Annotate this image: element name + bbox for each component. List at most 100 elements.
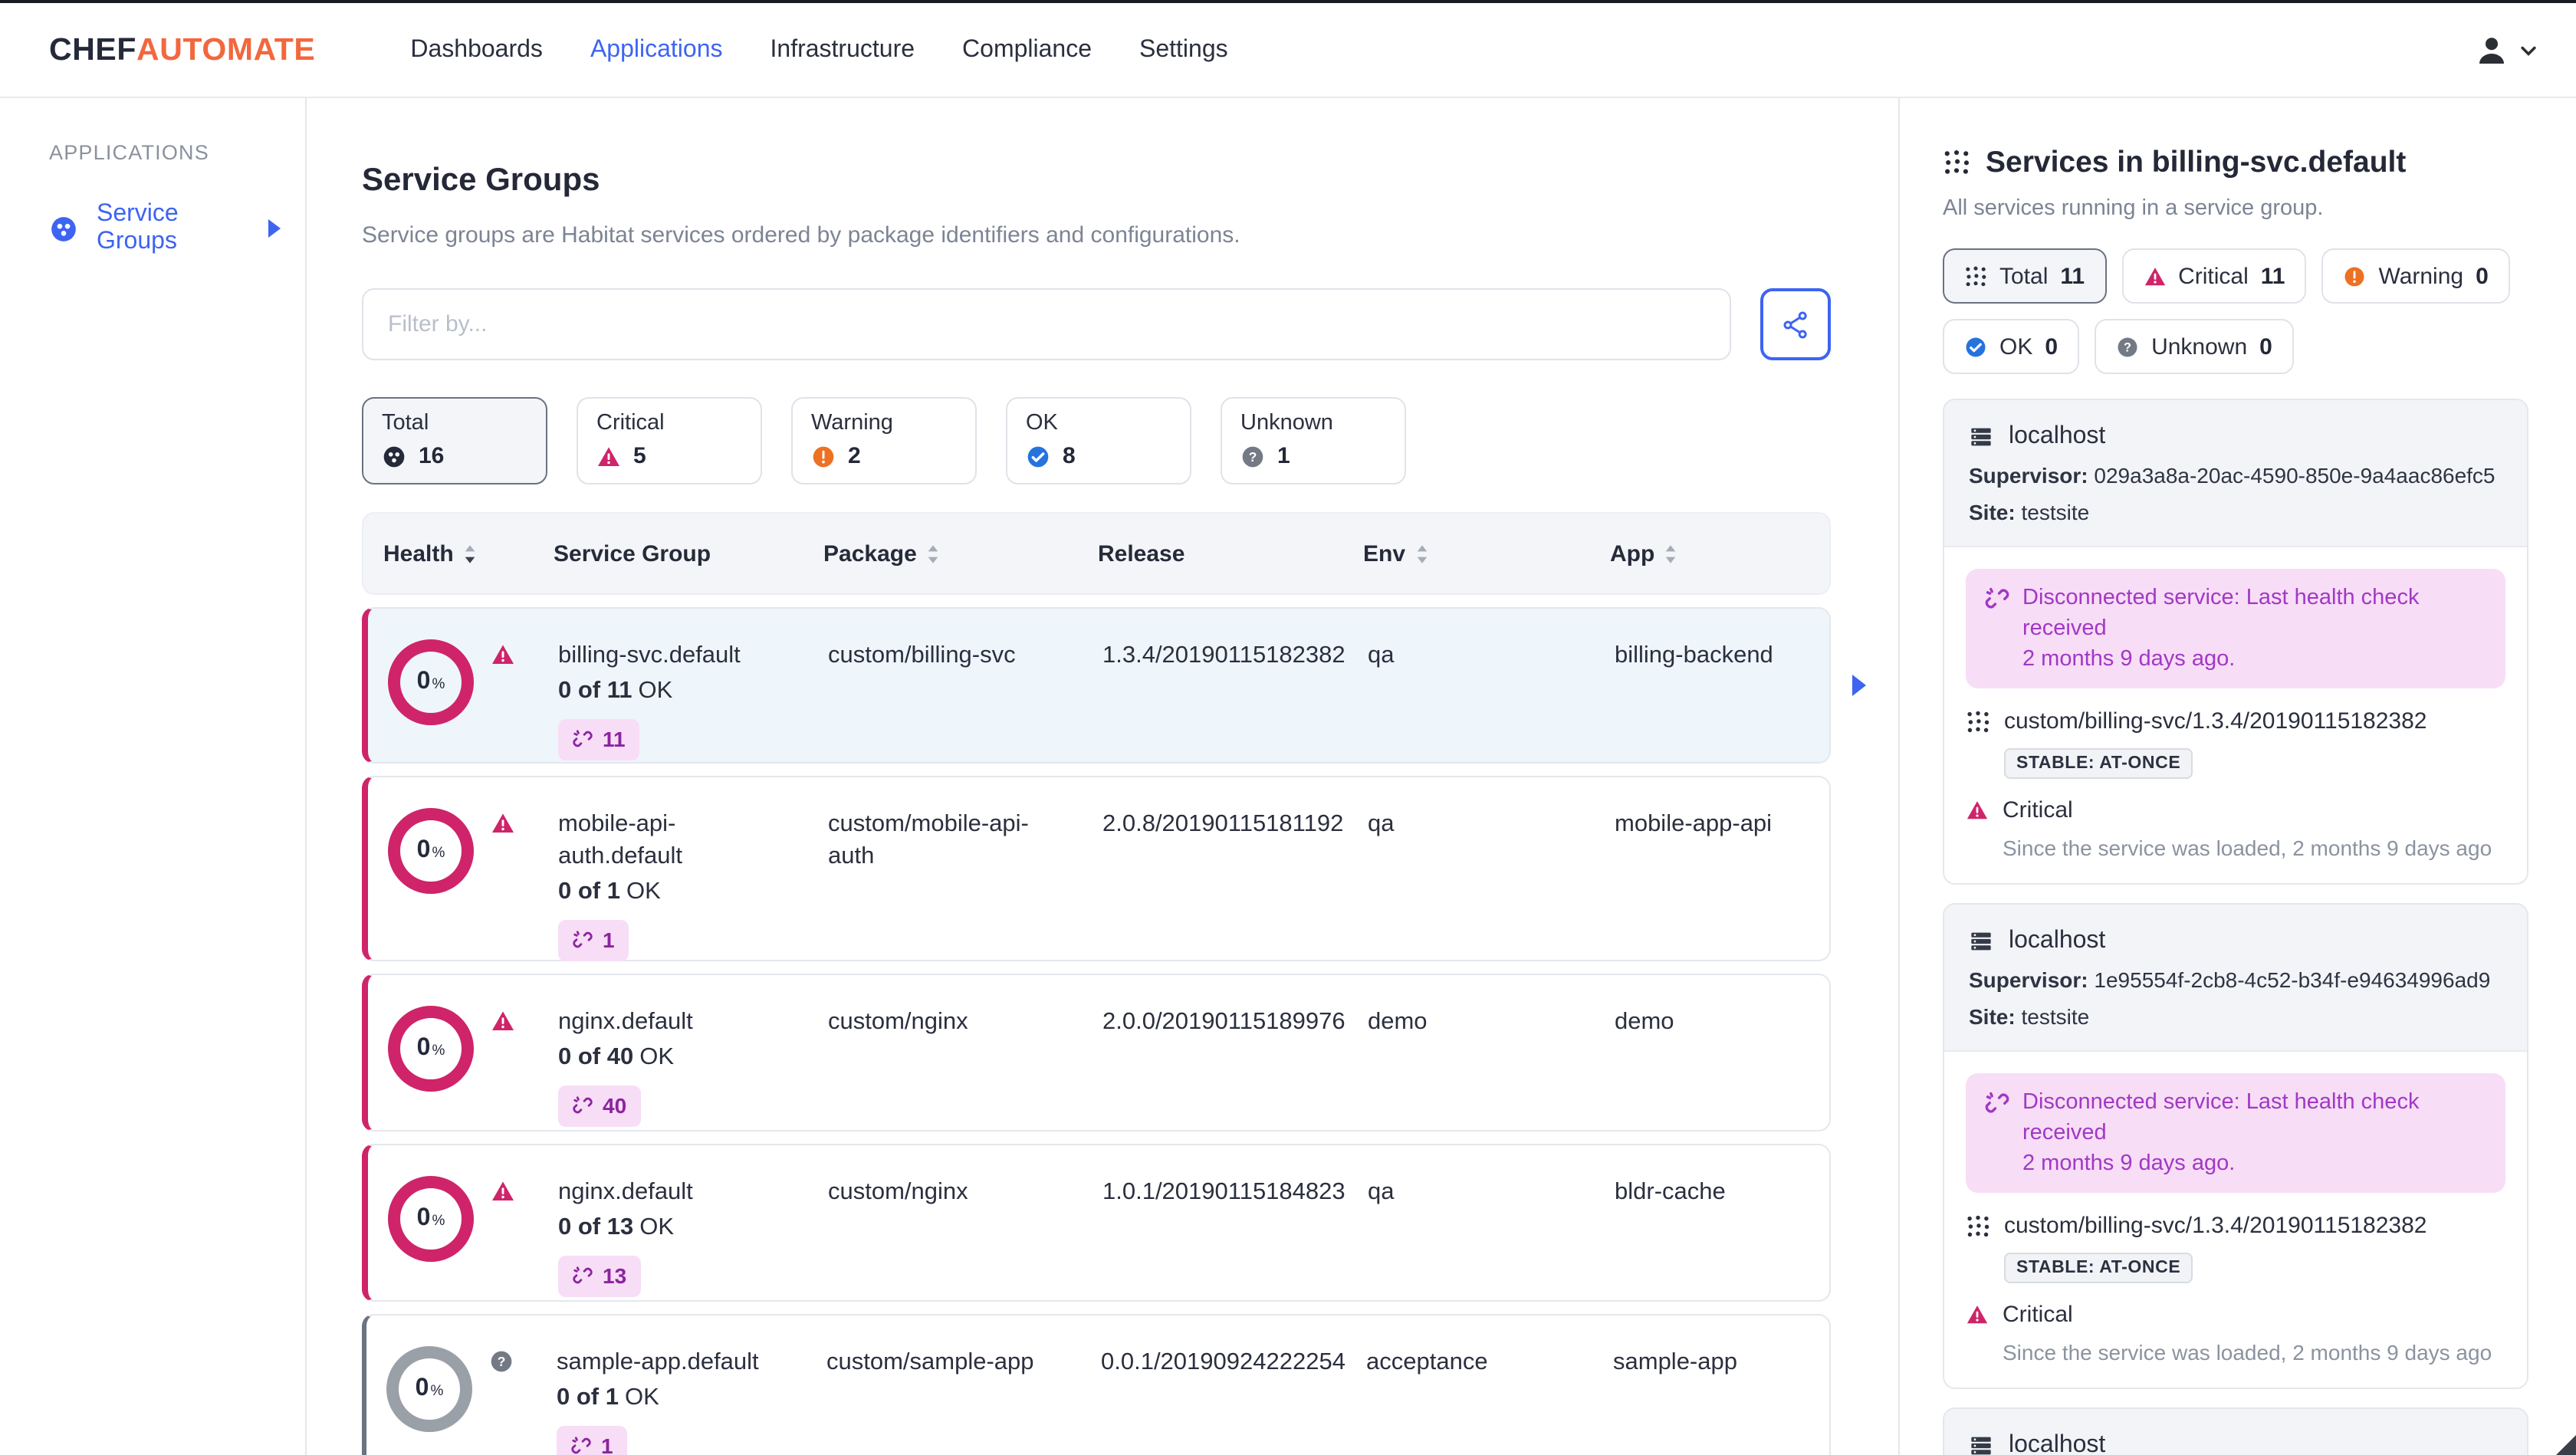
nav-dashboards[interactable]: Dashboards [410, 36, 543, 62]
critical-icon [598, 446, 619, 466]
pill-ok[interactable]: OK 0 [1943, 319, 2080, 374]
tile-label: Total [382, 411, 429, 436]
column-service-group[interactable]: Service Group [554, 540, 711, 567]
env-cell: qa [1368, 811, 1395, 838]
release-cell: 1.3.4/20190115182382 [1102, 642, 1346, 669]
package-identifier: custom/billing-svc/1.3.4/20190115182382 [1966, 1211, 2505, 1242]
sidebar-item-label: Service Groups [97, 201, 179, 255]
service-card-body: Disconnected service: Last health check … [1944, 547, 2527, 883]
disconnected-badge: 40 [558, 1085, 641, 1127]
ok-summary: 0 of 1 OK [557, 1384, 659, 1411]
sort-icon[interactable] [926, 542, 940, 565]
update-strategy-badge: STABLE: AT-ONCE [2004, 1253, 2193, 1283]
column-env[interactable]: Env [1363, 540, 1610, 567]
disconnected-badge: 11 [558, 718, 639, 760]
sidebar: APPLICATIONS Service Groups [0, 98, 307, 1455]
service-card-header: localhost Supervisor: 029a3a8a-20ac-4590… [1944, 400, 2527, 547]
host-name: localhost [2009, 423, 2106, 449]
column-app[interactable]: App [1610, 540, 1829, 567]
tile-count: 16 [419, 443, 445, 470]
broken-link-icon [573, 1097, 593, 1115]
selected-row-caret-icon[interactable] [1852, 675, 1866, 697]
table-row[interactable]: 0% mobile-api-auth.default 0 of 1 OK 1 [362, 776, 1831, 962]
table-row[interactable]: 0% ? sample-app.default 0 of 1 OK 1 [362, 1314, 1831, 1455]
ok-summary: 0 of 40 OK [558, 1044, 675, 1071]
host-name: localhost [2009, 928, 2106, 954]
app-cell: sample-app [1613, 1349, 1737, 1376]
pill-critical[interactable]: Critical 11 [2121, 248, 2307, 304]
tile-total[interactable]: Total 16 [362, 397, 547, 485]
services-dots-icon [1967, 711, 1990, 733]
panel-title-row: Services in billing-svc.default [1943, 144, 2576, 181]
column-health[interactable]: Health [383, 540, 554, 567]
table-row[interactable]: 0% nginx.default 0 of 40 OK 40 [362, 974, 1831, 1132]
share-button[interactable] [1760, 288, 1831, 361]
server-icon [1971, 428, 1991, 446]
tile-count: 8 [1063, 443, 1076, 470]
tile-critical[interactable]: Critical 5 [577, 397, 762, 485]
tile-count: 5 [633, 443, 646, 470]
services-detail-panel: Services in billing-svc.default All serv… [1898, 98, 2576, 1455]
sidebar-item-service-groups[interactable]: Service Groups [49, 201, 305, 256]
filter-input[interactable] [362, 288, 1731, 361]
services-dots-icon [1944, 149, 1970, 174]
ok-summary: 0 of 13 OK [558, 1214, 675, 1241]
health-donut: 0% [386, 1346, 472, 1433]
user-menu[interactable] [2473, 31, 2539, 68]
services-dots-icon [1967, 1215, 1990, 1237]
pill-unknown[interactable]: ? Unknown 0 [2095, 319, 2294, 374]
env-cell: qa [1368, 642, 1395, 669]
column-package[interactable]: Package [823, 540, 1098, 567]
nav-applications[interactable]: Applications [590, 36, 723, 62]
supervisor-row: Supervisor: 029a3a8a-20ac-4590-850e-9a4a… [1969, 463, 2496, 488]
nav-infrastructure[interactable]: Infrastructure [770, 36, 915, 62]
service-card-header: localhost Supervisor: 1e95554f-2cb8-4c52… [1944, 905, 2527, 1052]
broken-link-icon [571, 1437, 591, 1455]
table-row[interactable]: 0% nginx.default 0 of 13 OK 13 [362, 1144, 1831, 1302]
main-nav: Dashboards Applications Infrastructure C… [410, 36, 1227, 64]
health-donut: 0% [388, 1006, 474, 1092]
services-dots-icon [1966, 265, 1986, 286]
health-since: Since the service was loaded, 2 months 9… [2003, 836, 2492, 860]
chef-automate-logo[interactable]: CHEF AUTOMATE [49, 31, 315, 68]
sort-icon[interactable] [1664, 542, 1677, 565]
page-subtitle: Service groups are Habitat services orde… [362, 222, 1240, 249]
sort-icon[interactable] [1414, 542, 1428, 565]
ok-icon [1027, 445, 1049, 467]
disconnected-notice: Disconnected service: Last health check … [1966, 1073, 2505, 1193]
ok-icon [1966, 337, 1986, 356]
tile-label: Unknown [1240, 411, 1333, 436]
service-health-status: Critical [1966, 1300, 2505, 1329]
svg-text:?: ? [2124, 340, 2131, 354]
update-strategy-badge: STABLE: AT-ONCE [2004, 748, 2193, 779]
package-cell: custom/mobile-api-auth [828, 811, 1029, 870]
env-cell: acceptance [1366, 1349, 1488, 1376]
service-groups-main: Service Groups Service groups are Habita… [307, 98, 1898, 1455]
sort-icon[interactable] [463, 542, 477, 565]
logo-automate: AUTOMATE [136, 31, 316, 67]
critical-icon [491, 1009, 515, 1033]
ok-summary: 0 of 1 OK [558, 878, 661, 905]
pill-total[interactable]: Total 11 [1943, 248, 2107, 304]
column-release[interactable]: Release [1098, 540, 1185, 567]
service-card: localhost Supervisor: 029a3a8a-20ac-4590… [1943, 399, 2528, 885]
nav-settings[interactable]: Settings [1139, 36, 1228, 62]
release-cell: 1.0.1/20190115184823 [1102, 1179, 1346, 1206]
nav-compliance[interactable]: Compliance [962, 36, 1092, 62]
pill-warning[interactable]: Warning 0 [2321, 248, 2510, 304]
critical-icon [491, 1179, 515, 1204]
table-row[interactable]: 0% billing-svc.default 0 of 11 OK 11 [362, 607, 1866, 764]
service-group-name: sample-app.default [557, 1349, 759, 1376]
app-cell: mobile-app-api [1615, 811, 1773, 838]
critical-icon [1967, 1306, 1988, 1324]
tile-label: OK [1026, 411, 1058, 436]
tile-unknown[interactable]: Unknown ? 1 [1221, 397, 1406, 485]
app-cell: bldr-cache [1615, 1179, 1726, 1206]
service-groups-icon [51, 216, 76, 241]
warning-icon [2345, 266, 2364, 286]
tile-warning[interactable]: Warning 2 [791, 397, 977, 485]
service-group-name: nginx.default [558, 1179, 693, 1206]
broken-link-icon [1985, 587, 2009, 609]
status-filter-tiles: Total 16 Critical 5 Warning [362, 397, 1831, 485]
tile-ok[interactable]: OK 8 [1006, 397, 1191, 485]
